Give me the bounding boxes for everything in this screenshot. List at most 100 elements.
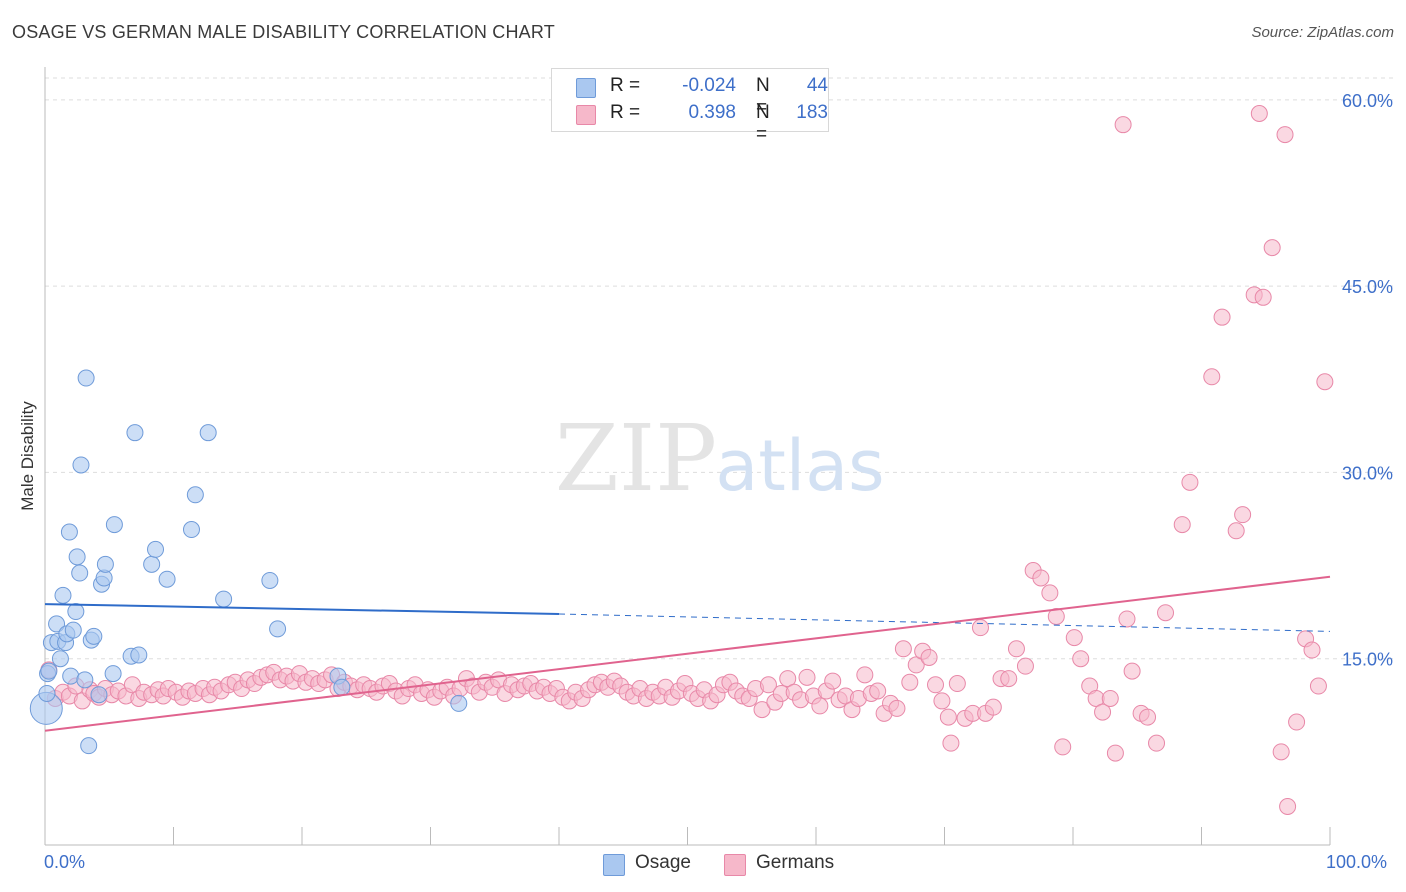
osage-point: [96, 555, 114, 573]
osage-point: [199, 424, 217, 442]
germans-point: [1303, 641, 1321, 659]
germans-point: [894, 640, 912, 658]
germans-point: [869, 682, 887, 700]
germans-point: [984, 698, 1002, 716]
osage-point: [54, 586, 72, 604]
osage-point: [147, 540, 165, 558]
germans-point: [1263, 239, 1281, 257]
germans-point: [1094, 703, 1112, 721]
osage-point: [48, 615, 66, 633]
germans-point: [1227, 522, 1245, 540]
legend-n-label: N =: [756, 102, 770, 145]
x-tick-label-min: 0.0%: [44, 852, 86, 872]
legend-n-label: N =: [756, 75, 770, 118]
germans-point: [1288, 713, 1306, 731]
osage-point: [182, 521, 200, 539]
germans-point: [1072, 650, 1090, 668]
osage-point: [40, 662, 58, 680]
osage-point: [143, 555, 161, 573]
germans-point: [1309, 677, 1327, 695]
germans-point: [1016, 657, 1034, 675]
germans-point: [1279, 798, 1297, 815]
germans-point: [948, 675, 966, 693]
bottom-legend-germans-label: Germans: [756, 852, 835, 873]
osage-point: [450, 694, 468, 712]
germans-point: [824, 672, 842, 690]
germans-point: [901, 673, 919, 691]
germans-point: [1272, 743, 1290, 761]
osage-point: [38, 684, 56, 702]
germans-point: [927, 676, 945, 694]
germans-point: [1173, 516, 1191, 534]
legend-r-value: 0.398: [688, 102, 736, 123]
watermark: ZIP atlas: [555, 405, 885, 512]
legend-r-label: R =: [610, 102, 641, 123]
y-tick-label: 60.0%: [1342, 91, 1393, 111]
germans-swatch: [724, 854, 746, 876]
watermark-zip: ZIP: [555, 405, 717, 512]
germans-point: [1234, 506, 1252, 524]
y-tick-labels: 15.0% 30.0% 45.0% 60.0%: [1342, 91, 1393, 670]
germans-point: [1007, 640, 1025, 658]
bottom-legend-osage-label: Osage: [635, 852, 691, 873]
osage-swatch: [603, 854, 625, 876]
germans-point: [888, 699, 906, 717]
germans-point: [759, 676, 777, 694]
germans-point: [1041, 584, 1059, 602]
chart-title: OSAGE VS GERMAN MALE DISABILITY CORRELAT…: [12, 22, 555, 42]
germans-point: [1139, 708, 1157, 726]
source-label: Source: ZipAtlas.com: [1251, 24, 1394, 41]
germans-point: [1213, 308, 1231, 326]
germans-point: [1000, 670, 1018, 688]
germans-point: [1118, 610, 1136, 628]
germans-point: [1254, 288, 1272, 306]
legend-n-value: 183: [796, 102, 828, 123]
germans-point: [1276, 126, 1294, 144]
germans-point: [1054, 738, 1072, 756]
osage-point: [80, 737, 98, 755]
osage-point: [104, 665, 122, 683]
axes: [44, 67, 1331, 846]
legend-r-value: -0.024: [682, 75, 736, 96]
osage-point: [60, 523, 78, 541]
germans-point: [907, 656, 925, 674]
osage-point: [64, 621, 82, 639]
osage-swatch: [576, 78, 596, 98]
osage-point: [71, 564, 89, 582]
germans-point: [798, 668, 816, 686]
germans-point: [933, 692, 951, 710]
legend-r-label: R =: [610, 75, 641, 96]
osage-point: [76, 671, 94, 689]
osage-point: [67, 603, 85, 621]
germans-point: [1114, 116, 1132, 134]
germans-point: [942, 734, 960, 752]
osage-point: [126, 424, 144, 442]
legend-n-value: 44: [806, 75, 828, 96]
osage-trendline: [44, 603, 560, 615]
germans-point: [856, 666, 874, 684]
osage-point: [90, 686, 108, 704]
germans-point: [1101, 689, 1119, 707]
osage-point: [85, 627, 103, 645]
osage-point: [77, 369, 95, 387]
osage-point: [269, 620, 287, 638]
osage-point: [105, 516, 123, 534]
germans-point: [1181, 473, 1199, 491]
y-tick-label: 45.0%: [1342, 277, 1393, 297]
germans-point: [1065, 629, 1083, 647]
germans-point: [939, 708, 957, 726]
germans-point: [1148, 734, 1166, 752]
germans-point: [753, 701, 771, 719]
legend: R = -0.024 N = 44 R = 0.398 N = 183: [551, 68, 829, 145]
germans-point: [1157, 604, 1175, 622]
osage-point: [130, 646, 148, 664]
trendlines: [44, 575, 1331, 732]
germans-point: [1032, 569, 1050, 587]
osage-point: [68, 548, 86, 566]
germans-point: [811, 697, 829, 715]
y-tick-label: 15.0%: [1342, 650, 1393, 670]
germans-point: [971, 619, 989, 637]
osage-point: [215, 590, 233, 608]
osage-point: [158, 570, 176, 588]
osage-points: [29, 369, 468, 755]
